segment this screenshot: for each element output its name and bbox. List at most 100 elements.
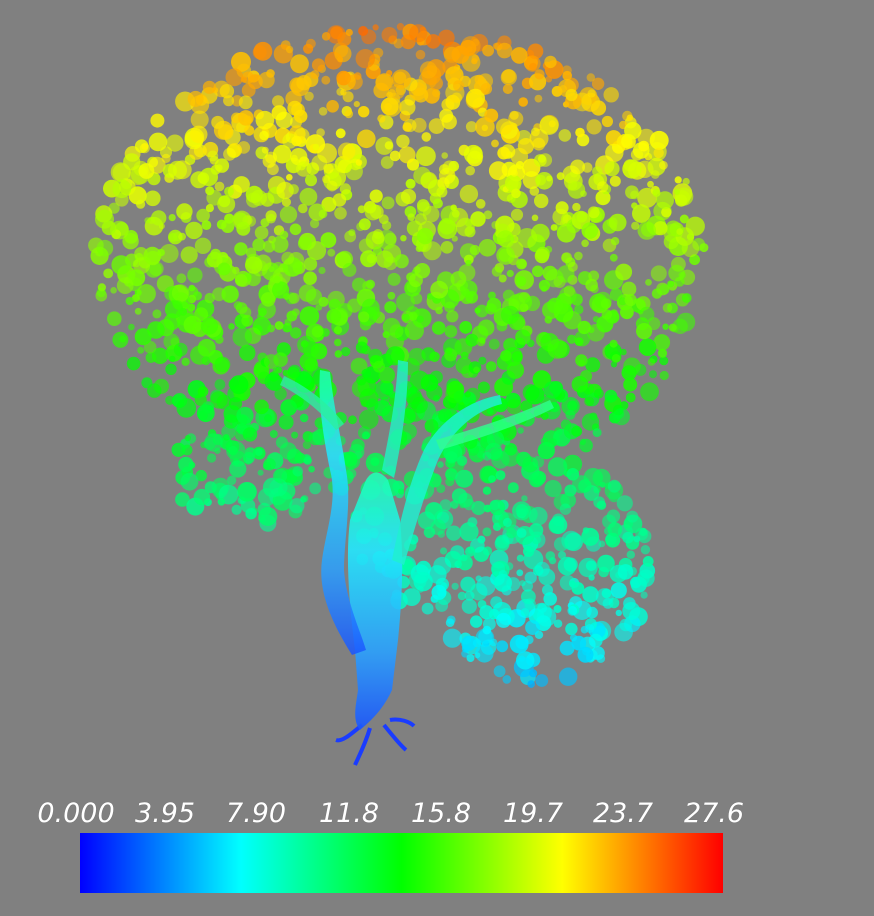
foliage-point xyxy=(252,238,266,252)
foliage-point xyxy=(244,447,256,459)
foliage-point xyxy=(472,638,482,648)
foliage-point xyxy=(663,234,679,250)
foliage-point xyxy=(264,414,272,423)
foliage-point xyxy=(254,448,263,456)
foliage-point xyxy=(448,160,460,172)
foliage-point xyxy=(400,188,417,205)
foliage-point xyxy=(176,273,187,284)
foliage-point xyxy=(482,527,492,537)
foliage-point xyxy=(316,128,325,137)
foliage-point xyxy=(147,321,165,339)
foliage-point xyxy=(631,221,640,230)
foliage-point xyxy=(180,472,199,491)
foliage-point xyxy=(171,284,190,302)
point-cloud-viewport[interactable] xyxy=(0,0,874,780)
foliage-point xyxy=(638,140,650,152)
foliage-point xyxy=(373,360,385,373)
foliage-point xyxy=(563,285,575,297)
foliage-point xyxy=(180,246,198,264)
foliage-point xyxy=(555,201,569,215)
foliage-point xyxy=(416,315,424,323)
foliage-point xyxy=(605,532,621,548)
foliage-point xyxy=(237,482,257,502)
foliage-point xyxy=(402,122,413,132)
foliage-point xyxy=(138,163,155,179)
foliage-point xyxy=(440,547,448,555)
foliage-point xyxy=(259,130,269,141)
foliage-point xyxy=(465,121,478,133)
foliage-point xyxy=(286,174,293,181)
foliage-point xyxy=(560,419,572,431)
foliage-point xyxy=(290,54,309,74)
foliage-point xyxy=(428,118,445,134)
foliage-point xyxy=(437,177,450,190)
foliage-point xyxy=(311,155,328,171)
foliage-point xyxy=(496,42,513,59)
foliage-point xyxy=(477,381,490,394)
foliage-point xyxy=(620,305,634,320)
foliage-point xyxy=(563,557,578,572)
foliage-point xyxy=(96,239,114,257)
foliage-point xyxy=(610,582,627,599)
foliage-point xyxy=(553,619,563,628)
foliage-point xyxy=(615,263,633,281)
foliage-point xyxy=(141,143,149,150)
foliage-point xyxy=(649,130,669,150)
foliage-point xyxy=(559,667,578,686)
foliage-point xyxy=(311,58,326,72)
foliage-point xyxy=(446,310,459,323)
foliage-point xyxy=(223,147,236,161)
foliage-point xyxy=(668,323,677,332)
foliage-point xyxy=(482,486,492,495)
foliage-point xyxy=(537,442,555,460)
foliage-point xyxy=(299,187,318,206)
foliage-point xyxy=(181,357,190,366)
foliage-point xyxy=(699,243,709,253)
foliage-point xyxy=(352,277,367,292)
foliage-point xyxy=(383,256,398,271)
foliage-point xyxy=(480,83,493,95)
foliage-point xyxy=(588,270,600,282)
foliage-point xyxy=(590,100,607,116)
foliage-point xyxy=(281,197,291,207)
foliage-point xyxy=(275,366,283,374)
foliage-point xyxy=(585,278,598,292)
foliage-point xyxy=(107,311,122,327)
foliage-point xyxy=(637,569,655,587)
foliage-point xyxy=(398,488,405,495)
foliage-point xyxy=(190,171,208,189)
foliage-point xyxy=(369,189,383,203)
foliage-point xyxy=(421,132,432,142)
foliage-point xyxy=(280,399,298,416)
foliage-point xyxy=(579,438,586,446)
foliage-point xyxy=(303,456,312,465)
foliage-point xyxy=(147,383,162,398)
foliage-point xyxy=(638,338,657,357)
foliage-point xyxy=(217,498,226,506)
foliage-point xyxy=(112,179,132,199)
foliage-point xyxy=(460,280,478,298)
foliage-point xyxy=(502,675,512,684)
foliage-point xyxy=(410,292,423,305)
foliage-point xyxy=(95,289,108,302)
foliage-point xyxy=(353,101,360,108)
foliage-point xyxy=(516,569,524,577)
foliage-point xyxy=(288,184,299,195)
foliage-point xyxy=(303,257,318,271)
foliage-point xyxy=(565,88,578,102)
foliage-point xyxy=(529,506,548,526)
foliage-point xyxy=(534,561,550,577)
foliage-point xyxy=(610,237,620,246)
foliage-point xyxy=(477,535,486,544)
foliage-point xyxy=(309,482,322,495)
foliage-point xyxy=(272,281,290,299)
foliage-point xyxy=(263,354,279,369)
foliage-point xyxy=(204,292,215,304)
foliage-point xyxy=(417,228,434,245)
foliage-point xyxy=(569,580,576,587)
foliage-point xyxy=(291,135,302,147)
foliage-point xyxy=(464,590,475,601)
foliage-point xyxy=(334,207,347,220)
foliage-point xyxy=(639,306,655,322)
foliage-point xyxy=(380,156,394,169)
